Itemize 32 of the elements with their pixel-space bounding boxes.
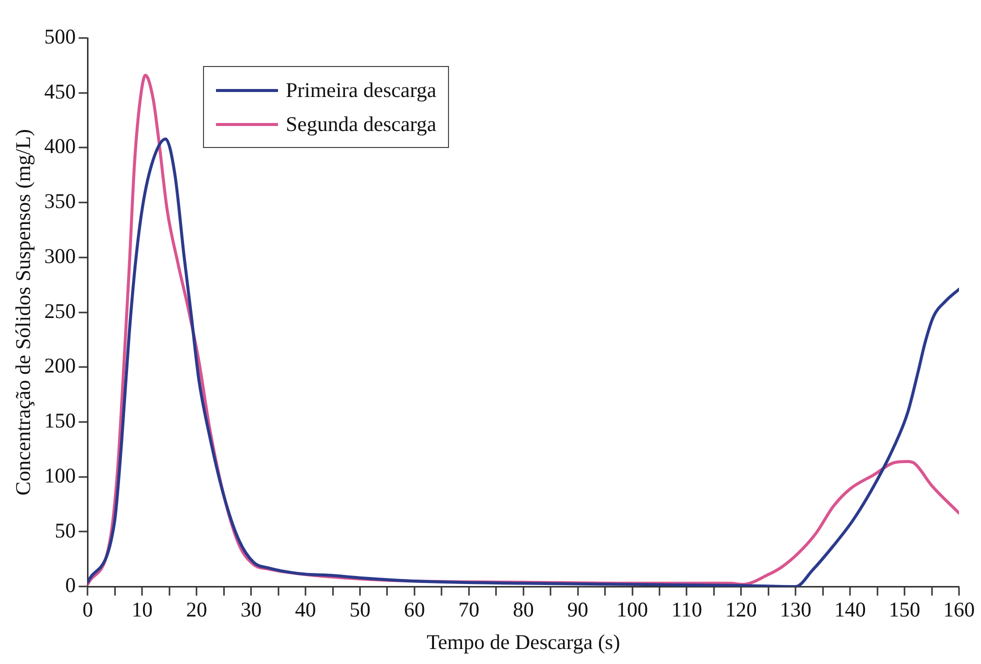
x-tick-label: 70 bbox=[458, 598, 480, 622]
y-tick-label: 400 bbox=[44, 134, 76, 158]
x-tick-label: 80 bbox=[512, 598, 534, 622]
x-tick-label: 150 bbox=[888, 598, 920, 622]
x-axis-title: Tempo de Descarga (s) bbox=[426, 630, 620, 654]
y-tick-label: 300 bbox=[44, 244, 76, 268]
x-tick-label: 40 bbox=[295, 598, 316, 622]
y-tick-label: 50 bbox=[54, 518, 76, 542]
x-tick-label: 110 bbox=[671, 598, 702, 622]
y-tick-label: 250 bbox=[44, 298, 76, 323]
legend-label: Segunda descarga bbox=[286, 112, 436, 136]
y-tick-label: 350 bbox=[44, 189, 76, 214]
x-tick-label: 10 bbox=[132, 598, 153, 622]
x-tick-label: 160 bbox=[943, 598, 975, 622]
x-tick-label: 0 bbox=[82, 598, 93, 622]
y-tick-label: 150 bbox=[44, 408, 76, 433]
x-tick-label: 30 bbox=[240, 598, 262, 622]
x-tick-label: 50 bbox=[349, 598, 370, 622]
y-tick-label: 100 bbox=[44, 463, 76, 488]
y-tick-label: 500 bbox=[44, 24, 76, 49]
x-tick-label: 100 bbox=[616, 598, 648, 622]
x-tick-label: 140 bbox=[834, 598, 866, 622]
x-tick-label: 130 bbox=[780, 598, 812, 622]
x-tick-label: 120 bbox=[725, 598, 757, 622]
y-tick-label: 450 bbox=[44, 79, 76, 104]
x-tick-label: 90 bbox=[567, 598, 588, 622]
x-tick-label: 20 bbox=[186, 598, 208, 622]
x-tick-label: 60 bbox=[404, 598, 425, 622]
y-axis-title: Concentração de Sólidos Suspensos (mg/L) bbox=[11, 129, 36, 496]
legend-label: Primeira descarga bbox=[286, 78, 436, 102]
y-tick-label: 200 bbox=[44, 354, 76, 378]
y-tick-label: 0 bbox=[65, 573, 76, 598]
